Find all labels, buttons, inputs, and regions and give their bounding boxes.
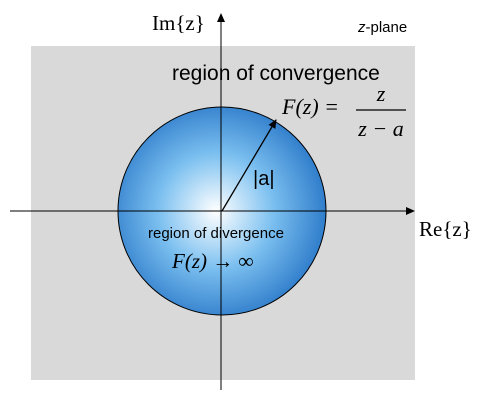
function-denominator: z − a [357,116,403,141]
divergence-label: region of divergence [148,225,284,242]
function-lhs: F(z) = [281,94,339,119]
radius-label: |a| [253,168,275,190]
radius-arrow [221,119,277,212]
imag-axis-label: Im{z} [152,11,205,35]
real-axis-label: Re{z} [419,217,472,241]
plane-label: z-plane [357,19,407,36]
function-numerator: z [376,81,386,106]
divergence-formula: F(z) → ∞ [171,249,253,273]
plane-label-suffix: -plane [366,19,408,36]
plane-label-var: z [357,19,366,36]
convergence-label: region of convergence [172,62,380,85]
